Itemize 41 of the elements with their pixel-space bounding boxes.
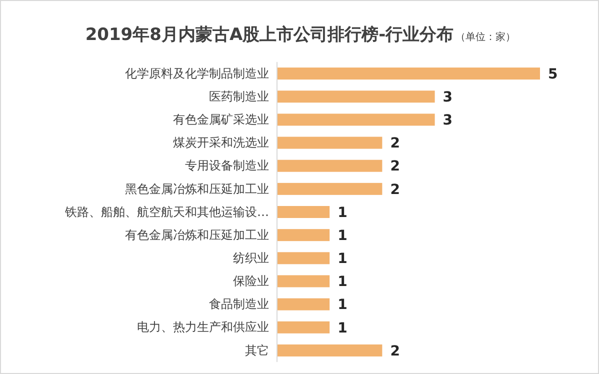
y-tick-label: 化学原料及化学制品制造业 [125, 66, 269, 80]
data-label: 1 [338, 274, 348, 290]
bar [277, 298, 330, 310]
data-label: 1 [338, 320, 348, 336]
bar [277, 252, 330, 264]
bar [277, 160, 382, 172]
y-tick-label: 铁路、船舶、航空航天和其他运输设… [64, 204, 269, 219]
y-tick-label: 电力、热力生产和供应业 [137, 320, 269, 334]
bar [277, 229, 330, 242]
y-tick-label: 有色金属冶炼和压延加工业 [125, 228, 269, 242]
y-tick-label: 专用设备制造业 [185, 158, 269, 173]
y-tick-label: 医药制造业 [209, 89, 269, 104]
bar [277, 90, 435, 103]
bar [277, 182, 382, 195]
bar [277, 206, 330, 218]
data-label: 2 [390, 136, 400, 152]
y-tick-label: 煤炭开采和洗选业 [173, 136, 269, 150]
y-tick-label: 黑色金属冶炼和压延加工业 [125, 182, 269, 196]
bar [277, 344, 382, 356]
bar [277, 114, 435, 126]
data-label: 2 [390, 182, 400, 198]
data-label: 5 [548, 66, 558, 82]
data-label: 3 [442, 90, 453, 106]
data-label: 3 [442, 112, 453, 129]
bar [277, 136, 382, 149]
data-label: 1 [338, 204, 348, 221]
data-label: 2 [390, 158, 400, 175]
bar [277, 321, 330, 334]
y-tick-label: 保险业 [233, 274, 269, 288]
data-label: 1 [338, 251, 348, 268]
y-tick-label: 其它 [245, 343, 269, 358]
bar [277, 68, 540, 80]
data-label: 1 [338, 228, 348, 244]
data-label: 2 [390, 343, 400, 360]
bar [277, 275, 330, 288]
chart-title: 2019年8月内蒙古A股上市公司排行榜-行业分布 [85, 25, 454, 45]
y-tick-label: 食品制造业 [209, 297, 269, 312]
y-tick-label: 纺织业 [233, 250, 269, 265]
y-tick-label: 有色金属矿采选业 [173, 112, 269, 127]
data-label: 1 [338, 297, 348, 314]
chart-subtitle: （单位：家） [456, 31, 516, 43]
